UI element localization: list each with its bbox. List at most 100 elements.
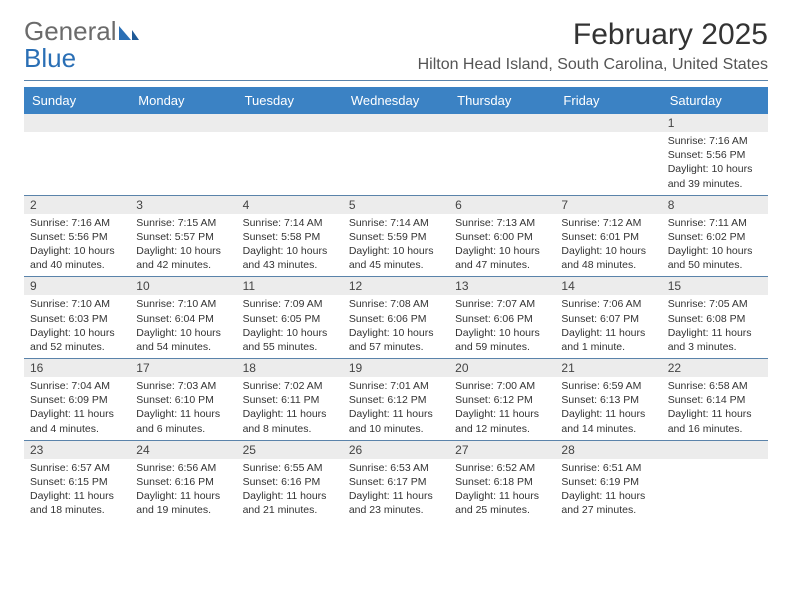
calendar-cell	[343, 114, 449, 195]
calendar: Sunday Monday Tuesday Wednesday Thursday…	[24, 87, 768, 521]
day-details: Sunrise: 7:14 AMSunset: 5:59 PMDaylight:…	[343, 214, 449, 277]
sunrise-text: Sunrise: 6:52 AM	[455, 461, 549, 475]
daylight-text: Daylight: 10 hours and 59 minutes.	[455, 326, 549, 354]
sunset-text: Sunset: 6:07 PM	[561, 312, 655, 326]
sunset-text: Sunset: 6:00 PM	[455, 230, 549, 244]
daylight-text: Daylight: 11 hours and 12 minutes.	[455, 407, 549, 435]
daylight-text: Daylight: 10 hours and 57 minutes.	[349, 326, 443, 354]
sunset-text: Sunset: 6:12 PM	[455, 393, 549, 407]
calendar-cell: 7Sunrise: 7:12 AMSunset: 6:01 PMDaylight…	[555, 196, 661, 277]
sunset-text: Sunset: 6:17 PM	[349, 475, 443, 489]
sunset-text: Sunset: 5:56 PM	[30, 230, 124, 244]
day-number: 6	[449, 196, 555, 214]
day-details: Sunrise: 7:15 AMSunset: 5:57 PMDaylight:…	[130, 214, 236, 277]
calendar-cell: 26Sunrise: 6:53 AMSunset: 6:17 PMDayligh…	[343, 441, 449, 522]
sunset-text: Sunset: 5:58 PM	[243, 230, 337, 244]
day-details: Sunrise: 7:07 AMSunset: 6:06 PMDaylight:…	[449, 295, 555, 358]
calendar-cell: 24Sunrise: 6:56 AMSunset: 6:16 PMDayligh…	[130, 441, 236, 522]
sunrise-text: Sunrise: 7:06 AM	[561, 297, 655, 311]
daylight-text: Daylight: 10 hours and 40 minutes.	[30, 244, 124, 272]
day-number: 15	[662, 277, 768, 295]
sunset-text: Sunset: 6:11 PM	[243, 393, 337, 407]
calendar-cell: 4Sunrise: 7:14 AMSunset: 5:58 PMDaylight…	[237, 196, 343, 277]
daylight-text: Daylight: 10 hours and 45 minutes.	[349, 244, 443, 272]
day-number	[555, 114, 661, 132]
day-details: Sunrise: 7:03 AMSunset: 6:10 PMDaylight:…	[130, 377, 236, 440]
logo: General Blue	[24, 18, 139, 72]
header: General Blue February 2025 Hilton Head I…	[24, 18, 768, 74]
daylight-text: Daylight: 11 hours and 3 minutes.	[668, 326, 762, 354]
sunset-text: Sunset: 6:16 PM	[243, 475, 337, 489]
calendar-cell: 20Sunrise: 7:00 AMSunset: 6:12 PMDayligh…	[449, 359, 555, 440]
daylight-text: Daylight: 10 hours and 52 minutes.	[30, 326, 124, 354]
sunset-text: Sunset: 6:08 PM	[668, 312, 762, 326]
day-details	[449, 132, 555, 188]
daylight-text: Daylight: 11 hours and 25 minutes.	[455, 489, 549, 517]
day-details: Sunrise: 6:58 AMSunset: 6:14 PMDaylight:…	[662, 377, 768, 440]
day-details: Sunrise: 6:57 AMSunset: 6:15 PMDaylight:…	[24, 459, 130, 522]
day-number: 22	[662, 359, 768, 377]
sunset-text: Sunset: 6:15 PM	[30, 475, 124, 489]
day-number: 23	[24, 441, 130, 459]
day-of-week-header: Sunday Monday Tuesday Wednesday Thursday…	[24, 87, 768, 114]
day-number: 20	[449, 359, 555, 377]
sunrise-text: Sunrise: 7:13 AM	[455, 216, 549, 230]
day-details	[343, 132, 449, 188]
calendar-cell: 18Sunrise: 7:02 AMSunset: 6:11 PMDayligh…	[237, 359, 343, 440]
day-number: 28	[555, 441, 661, 459]
calendar-cell: 5Sunrise: 7:14 AMSunset: 5:59 PMDaylight…	[343, 196, 449, 277]
sunrise-text: Sunrise: 6:51 AM	[561, 461, 655, 475]
sunset-text: Sunset: 6:04 PM	[136, 312, 230, 326]
day-number: 3	[130, 196, 236, 214]
day-number	[130, 114, 236, 132]
sunrise-text: Sunrise: 7:14 AM	[349, 216, 443, 230]
sunrise-text: Sunrise: 7:12 AM	[561, 216, 655, 230]
logo-text-general: General	[24, 16, 117, 46]
sunrise-text: Sunrise: 6:57 AM	[30, 461, 124, 475]
calendar-cell: 27Sunrise: 6:52 AMSunset: 6:18 PMDayligh…	[449, 441, 555, 522]
day-number: 24	[130, 441, 236, 459]
calendar-week: 16Sunrise: 7:04 AMSunset: 6:09 PMDayligh…	[24, 358, 768, 440]
calendar-week: 23Sunrise: 6:57 AMSunset: 6:15 PMDayligh…	[24, 440, 768, 522]
day-details: Sunrise: 7:09 AMSunset: 6:05 PMDaylight:…	[237, 295, 343, 358]
day-number	[449, 114, 555, 132]
calendar-cell: 11Sunrise: 7:09 AMSunset: 6:05 PMDayligh…	[237, 277, 343, 358]
sunrise-text: Sunrise: 7:14 AM	[243, 216, 337, 230]
sunset-text: Sunset: 6:16 PM	[136, 475, 230, 489]
calendar-cell: 22Sunrise: 6:58 AMSunset: 6:14 PMDayligh…	[662, 359, 768, 440]
location-subtitle: Hilton Head Island, South Carolina, Unit…	[418, 56, 768, 74]
calendar-cell: 6Sunrise: 7:13 AMSunset: 6:00 PMDaylight…	[449, 196, 555, 277]
day-number: 16	[24, 359, 130, 377]
day-number: 11	[237, 277, 343, 295]
sunrise-text: Sunrise: 7:05 AM	[668, 297, 762, 311]
calendar-cell: 10Sunrise: 7:10 AMSunset: 6:04 PMDayligh…	[130, 277, 236, 358]
dow-monday: Monday	[130, 87, 236, 114]
daylight-text: Daylight: 11 hours and 16 minutes.	[668, 407, 762, 435]
daylight-text: Daylight: 11 hours and 23 minutes.	[349, 489, 443, 517]
calendar-cell: 15 Sunrise: 7:05 AMSunset: 6:08 PMDayligh…	[662, 277, 768, 358]
day-number: 17	[130, 359, 236, 377]
daylight-text: Daylight: 11 hours and 19 minutes.	[136, 489, 230, 517]
daylight-text: Daylight: 10 hours and 43 minutes.	[243, 244, 337, 272]
daylight-text: Daylight: 10 hours and 48 minutes.	[561, 244, 655, 272]
calendar-cell: 21Sunrise: 6:59 AMSunset: 6:13 PMDayligh…	[555, 359, 661, 440]
sunrise-text: Sunrise: 7:07 AM	[455, 297, 549, 311]
day-number: 1	[662, 114, 768, 132]
calendar-week: 1Sunrise: 7:16 AMSunset: 5:56 PMDaylight…	[24, 114, 768, 195]
day-details: Sunrise: 6:56 AMSunset: 6:16 PMDaylight:…	[130, 459, 236, 522]
day-number: 7	[555, 196, 661, 214]
day-number: 9	[24, 277, 130, 295]
sunrise-text: Sunrise: 6:53 AM	[349, 461, 443, 475]
sunset-text: Sunset: 6:06 PM	[455, 312, 549, 326]
logo-sail-icon	[119, 27, 139, 44]
day-details: Sunrise: 7:12 AMSunset: 6:01 PMDaylight:…	[555, 214, 661, 277]
day-details: Sunrise: 6:51 AMSunset: 6:19 PMDaylight:…	[555, 459, 661, 522]
sunrise-text: Sunrise: 7:03 AM	[136, 379, 230, 393]
daylight-text: Daylight: 11 hours and 14 minutes.	[561, 407, 655, 435]
day-details	[24, 132, 130, 188]
sunrise-text: Sunrise: 7:08 AM	[349, 297, 443, 311]
day-number: 19	[343, 359, 449, 377]
day-details	[555, 132, 661, 188]
sunrise-text: Sunrise: 7:02 AM	[243, 379, 337, 393]
calendar-cell	[130, 114, 236, 195]
